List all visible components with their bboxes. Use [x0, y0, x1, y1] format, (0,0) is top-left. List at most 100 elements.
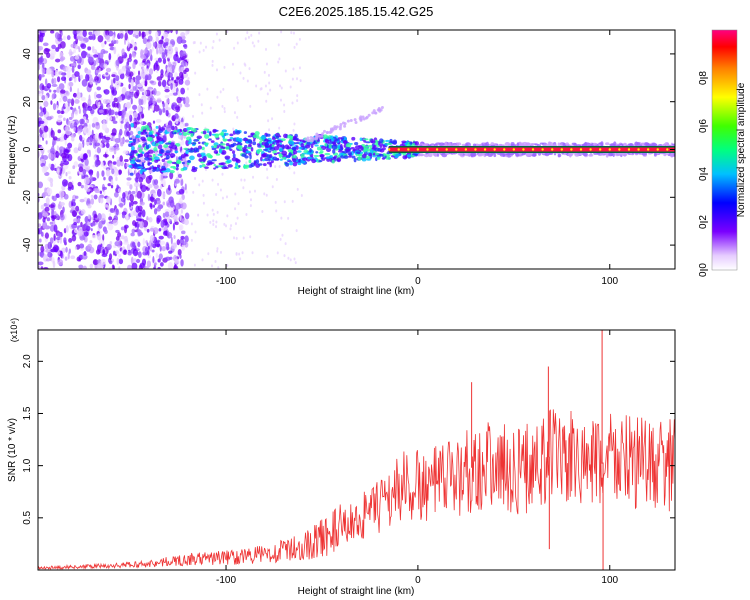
heatmap-cell [54, 69, 59, 77]
heatmap-cell [112, 219, 119, 226]
heatmap-cell [296, 187, 299, 191]
heatmap-cell [135, 159, 141, 163]
heatmap-cell [141, 125, 147, 130]
heatmap-cell [244, 37, 247, 41]
heatmap-cell [138, 30, 142, 37]
heatmap-cell [277, 60, 280, 64]
heatmap-cell [212, 129, 217, 133]
heatmap-cell [89, 76, 94, 85]
heatmap-cell [175, 160, 182, 165]
heatmap-cell [142, 143, 145, 148]
heatmap-cell [42, 224, 48, 229]
heatmap-cell [184, 79, 191, 86]
heatmap-cell [38, 181, 44, 189]
heatmap-cell [142, 237, 145, 246]
heatmap-cell [324, 152, 331, 156]
heatmap-cell [182, 166, 188, 171]
heatmap-cell [223, 110, 226, 114]
heatmap-cell [154, 31, 159, 39]
heatmap-cell [165, 124, 172, 133]
heatmap-cell [237, 202, 240, 206]
heatmap-cell [360, 146, 364, 151]
heatmap-cell [242, 76, 245, 80]
heatmap-cell [308, 138, 312, 142]
heatmap-cell [57, 129, 62, 134]
heatmap-cell [106, 243, 112, 250]
heatmap-cell [487, 152, 494, 158]
heatmap-cell [244, 155, 249, 159]
heatmap-cell [295, 142, 300, 145]
heatmap-cell [465, 152, 471, 157]
heatmap-cell [236, 96, 239, 100]
heatmap-cell [368, 152, 373, 157]
heatmap-cell [185, 153, 188, 157]
heatmap-cell [153, 156, 160, 161]
heatmap-cell [309, 147, 312, 153]
heatmap-cell [402, 155, 408, 160]
heatmap-cell [60, 76, 67, 82]
heatmap-cell [219, 188, 222, 192]
heatmap-cell [206, 87, 209, 91]
heatmap-cell [121, 213, 126, 219]
heatmap-cell [43, 100, 49, 108]
heatmap-cell [337, 149, 343, 153]
heatmap-cell [202, 193, 205, 197]
heatmap-cell [76, 30, 79, 34]
heatmap-cell [100, 142, 103, 149]
heatmap-cell [174, 113, 179, 120]
heatmap-cell [55, 47, 60, 52]
heatmap-cell [142, 251, 148, 256]
heatmap-cell [70, 43, 76, 48]
heatmap-cell [83, 231, 89, 237]
heatmap-cell [162, 107, 166, 113]
heatmap-cell [318, 160, 323, 163]
heatmap-cell [358, 116, 362, 120]
heatmap-cell [119, 33, 124, 39]
heatmap-cell [91, 33, 96, 41]
heatmap-cell [158, 141, 164, 145]
heatmap-cell [201, 258, 204, 262]
heatmap-cell [148, 162, 153, 165]
snr-y-multiplier: (x10⁴) [9, 318, 19, 342]
heatmap-cell [448, 142, 452, 147]
heatmap-cell [178, 132, 182, 136]
heatmap-cell [188, 150, 195, 153]
heatmap-cell [142, 58, 147, 63]
heatmap-cell [38, 111, 44, 117]
heatmap-cell [138, 148, 143, 153]
heatmap-cell [72, 201, 76, 207]
heatmap-cell [302, 140, 307, 143]
heatmap-cell [152, 168, 156, 173]
y-tick-label: -40 [22, 237, 33, 252]
heatmap-cell [171, 69, 175, 74]
heatmap-cell [154, 262, 158, 266]
heatmap-cell [267, 141, 273, 144]
heatmap-cell [137, 166, 144, 169]
heatmap-cell [139, 62, 145, 67]
heatmap-cell [168, 80, 175, 85]
heatmap-cell [355, 151, 360, 154]
signal-peak [445, 148, 448, 151]
heatmap-cell [38, 63, 41, 71]
heatmap-cell [171, 61, 178, 66]
heatmap-cell [59, 201, 65, 207]
heatmap-cell [325, 131, 329, 135]
heatmap-cell [74, 99, 80, 104]
heatmap-cell [215, 153, 221, 156]
heatmap-cell [39, 106, 42, 110]
y-tick-label: 2.0 [22, 354, 33, 368]
heatmap-cell [155, 143, 159, 147]
heatmap-cell [51, 195, 55, 200]
heatmap-cell [38, 223, 42, 228]
heatmap-cell [123, 249, 127, 254]
heatmap-cell [179, 121, 185, 129]
heatmap-cell [201, 111, 204, 115]
heatmap-cell [89, 263, 94, 269]
heatmap-cell [108, 253, 113, 261]
heatmap-cell [100, 135, 107, 140]
heatmap-cell [180, 178, 184, 186]
heatmap-cell [234, 222, 237, 226]
heatmap-cell [331, 159, 335, 164]
heatmap-cell [114, 87, 117, 93]
heatmap-cell [190, 147, 193, 152]
